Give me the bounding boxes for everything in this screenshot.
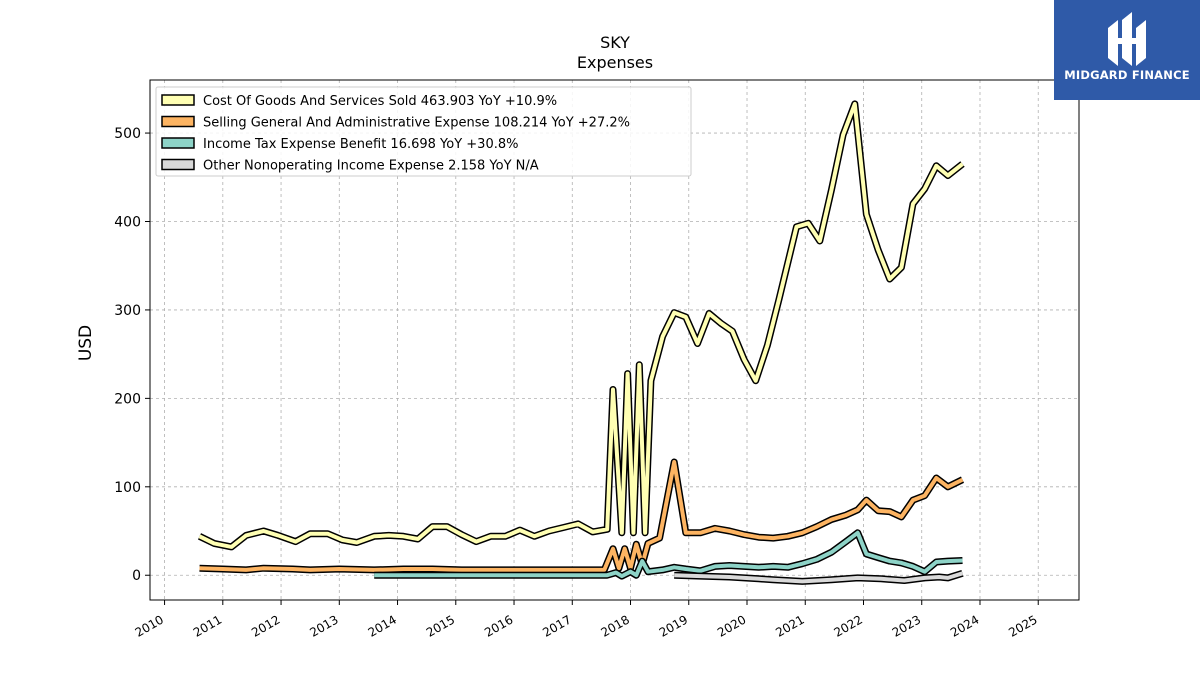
x-tick-label: 2021 (773, 612, 806, 639)
legend-swatch (161, 94, 195, 106)
y-axis-label: USD (76, 325, 96, 361)
series-line (198, 101, 964, 549)
series-other-nonoperating-income-expense (674, 569, 964, 585)
brand-logo: MIDGARD FINANCE (1054, 0, 1200, 100)
x-tick-label: 2015 (424, 612, 457, 639)
brand-mark-icon (1108, 12, 1146, 66)
plot-frame (149, 79, 1080, 601)
y-tick-label: 100 (114, 480, 141, 496)
x-tick-label: 2010 (133, 612, 166, 639)
x-tick-label: 2019 (657, 612, 690, 639)
legend-label: Other Nonoperating Income Expense 2.158 … (203, 159, 539, 174)
legend-swatch (161, 115, 195, 128)
series-lines (197, 100, 965, 585)
legend-swatch (161, 158, 195, 171)
series-income-tax-expense-benefit (374, 529, 963, 580)
x-tick-label: 2011 (191, 612, 224, 639)
x-tick-label: 2012 (249, 612, 282, 639)
x-tick-label: 2025 (1006, 612, 1039, 639)
series-cost-of-goods-and-services-sold (197, 100, 965, 551)
y-tick-label: 500 (114, 126, 141, 142)
chart-subtitle: Expenses (577, 53, 653, 72)
y-tick-label: 0 (132, 568, 141, 584)
legend-swatch (161, 137, 195, 149)
legend-label: Cost Of Goods And Services Sold 463.903 … (203, 94, 557, 109)
legend-label: Income Tax Expense Benefit 16.698 YoY +3… (203, 137, 518, 152)
x-tick-label: 2018 (599, 612, 632, 639)
x-tick-label: 2022 (832, 612, 865, 639)
legend: Cost Of Goods And Services Sold 463.903 … (155, 86, 692, 177)
x-tick-label: 2023 (890, 612, 923, 639)
series-line (674, 571, 964, 584)
chart-title: SKY (600, 33, 630, 52)
series-selling-general-and-administrative-expense (199, 458, 965, 574)
legend-label: Selling General And Administrative Expen… (203, 116, 630, 131)
x-tick-label: 2024 (948, 612, 981, 639)
x-tick-label: 2014 (366, 612, 399, 639)
y-tick-label: 200 (114, 391, 141, 407)
brand-name: MIDGARD FINANCE (1064, 68, 1190, 82)
y-tick-label: 300 (114, 303, 141, 319)
x-tick-label: 2016 (482, 612, 515, 639)
x-tick-label: 2020 (715, 612, 748, 639)
x-tick-label: 2017 (540, 612, 573, 639)
legend-box (155, 86, 692, 177)
series-line (374, 530, 963, 579)
x-tick-label: 2013 (307, 612, 340, 639)
y-tick-label: 400 (114, 214, 141, 230)
series-line (199, 460, 964, 572)
